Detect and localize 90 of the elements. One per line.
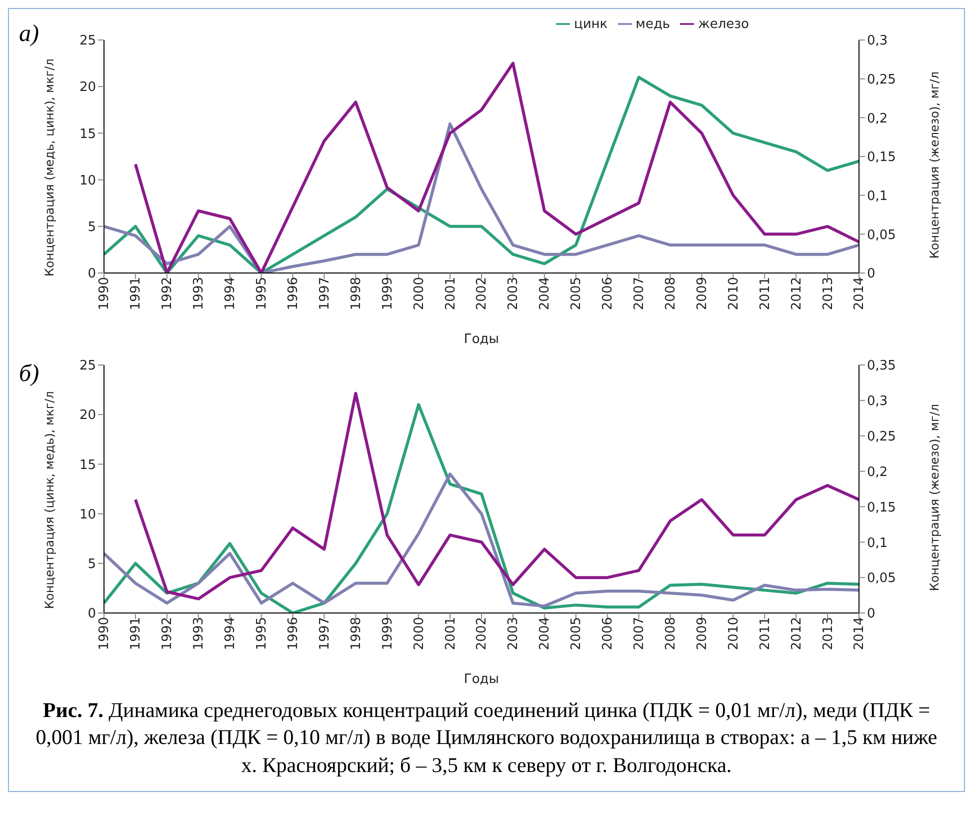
x-tick-label: 1997 xyxy=(317,277,332,310)
x-tick-label: 1991 xyxy=(128,617,144,650)
x-tick-label: 1992 xyxy=(160,277,176,310)
y2-tick-label: 0,2 xyxy=(867,111,888,126)
y-tick-label: 5 xyxy=(88,220,96,236)
y-tick-label: 15 xyxy=(79,126,96,142)
x-tick-label: 1994 xyxy=(223,617,238,650)
x-tick-label: 2002 xyxy=(474,617,490,650)
x-tick-label: 2005 xyxy=(569,277,584,310)
x-tick-label: 1999 xyxy=(380,277,396,310)
y2-tick-label: 0,2 xyxy=(867,464,888,480)
y-tick-label: 15 xyxy=(79,458,96,473)
y-tick-label: 25 xyxy=(79,358,96,374)
x-tick-label: 2014 xyxy=(852,277,868,310)
y2-tick-label: 0,35 xyxy=(867,358,896,374)
text: а) xyxy=(19,21,39,48)
legend-label: железо xyxy=(698,17,749,32)
x-tick-label: 1996 xyxy=(286,617,301,650)
text: б) xyxy=(19,361,40,388)
x-tick-label: 2013 xyxy=(820,617,836,650)
x-tick-label: 2009 xyxy=(694,617,710,650)
x-tick-label: 2007 xyxy=(632,617,648,650)
x-tick-label: 2000 xyxy=(412,617,427,650)
x-tick-label: 1994 xyxy=(223,277,238,310)
y2-tick-label: 0,25 xyxy=(867,429,896,444)
y2-tick-label: 0,1 xyxy=(867,536,888,551)
x-tick-label: 1991 xyxy=(128,277,144,310)
x-tick-label: 2000 xyxy=(412,277,427,310)
y2-axis-title: Концентрация (железо), мг/л xyxy=(927,72,942,259)
y-axis-title: Концентрация (медь, цинк), мкг/л xyxy=(42,58,56,276)
x-tick-label: 2013 xyxy=(820,277,836,310)
x-tick-label: 2004 xyxy=(538,277,553,310)
legend-label: медь xyxy=(636,17,670,32)
x-tick-label: 2008 xyxy=(663,617,678,650)
x-tick-label: 1992 xyxy=(160,617,176,650)
y2-tick-label: 0 xyxy=(867,266,876,282)
x-tick-label: 1995 xyxy=(254,617,270,650)
x-tick-label: 2001 xyxy=(443,617,458,650)
y2-tick-label: 0,3 xyxy=(867,34,888,49)
y-tick-label: 20 xyxy=(79,80,96,96)
y-tick-label: 10 xyxy=(79,173,96,188)
x-tick-label: 2003 xyxy=(506,277,522,310)
legend-label: цинк xyxy=(574,17,608,32)
x-tick-label: 2003 xyxy=(506,617,522,650)
x-tick-label: 1998 xyxy=(348,617,364,650)
x-tick-label: 1995 xyxy=(254,277,270,310)
y2-tick-label: 0,25 xyxy=(867,72,896,88)
x-tick-label: 2006 xyxy=(600,617,616,650)
y2-tick-label: 0,1 xyxy=(867,188,888,204)
x-tick-label: 2012 xyxy=(789,277,804,310)
y2-tick-label: 0,15 xyxy=(867,500,896,516)
y2-tick-label: 0,15 xyxy=(867,150,896,166)
x-tick-label: 1990 xyxy=(97,277,112,310)
y-tick-label: 0 xyxy=(88,606,96,622)
x-tick-label: 1998 xyxy=(348,277,364,310)
y-tick-label: 5 xyxy=(88,557,96,572)
x-tick-label: 2012 xyxy=(789,617,804,650)
y2-tick-label: 0,05 xyxy=(867,228,896,243)
line-series xyxy=(102,472,860,608)
x-axis-title: Годы xyxy=(464,672,500,687)
x-tick-label: 2010 xyxy=(726,617,742,650)
x-tick-label: 1999 xyxy=(380,617,396,650)
x-tick-label: 2001 xyxy=(443,277,458,310)
y2-tick-label: 0,3 xyxy=(867,394,888,410)
x-tick-label: 1996 xyxy=(286,277,301,310)
x-tick-label: 1993 xyxy=(192,277,207,310)
x-tick-label: 2006 xyxy=(600,277,616,310)
x-tick-label: 1993 xyxy=(192,617,207,650)
y-tick-label: 20 xyxy=(79,408,96,424)
x-tick-label: 2011 xyxy=(758,617,773,650)
x-axis-title: Годы xyxy=(464,332,500,347)
x-tick-label: 2011 xyxy=(758,277,773,310)
y2-tick-label: 0,05 xyxy=(867,571,896,586)
y-tick-label: 10 xyxy=(79,507,96,522)
y-axis-title: Концентрация (цинк, медь), мкг/л xyxy=(42,391,56,609)
x-tick-label: 2010 xyxy=(726,277,742,310)
x-tick-label: 2002 xyxy=(474,277,490,310)
y2-tick-label: 0 xyxy=(867,606,876,622)
x-tick-label: 2008 xyxy=(663,277,678,310)
y-tick-label: 0 xyxy=(88,266,96,282)
text: Рис. 7. xyxy=(42,698,104,722)
x-tick-label: 1990 xyxy=(97,617,112,650)
y2-axis-title: Концентрация (железо), мг/л xyxy=(927,404,942,592)
x-tick-label: 2004 xyxy=(538,617,553,650)
y-tick-label: 25 xyxy=(79,34,96,49)
x-tick-label: 1997 xyxy=(317,617,332,650)
x-tick-label: 2009 xyxy=(694,277,710,310)
x-tick-label: 2007 xyxy=(632,277,648,310)
x-tick-label: 2005 xyxy=(569,617,584,650)
x-tick-label: 2014 xyxy=(852,617,868,650)
